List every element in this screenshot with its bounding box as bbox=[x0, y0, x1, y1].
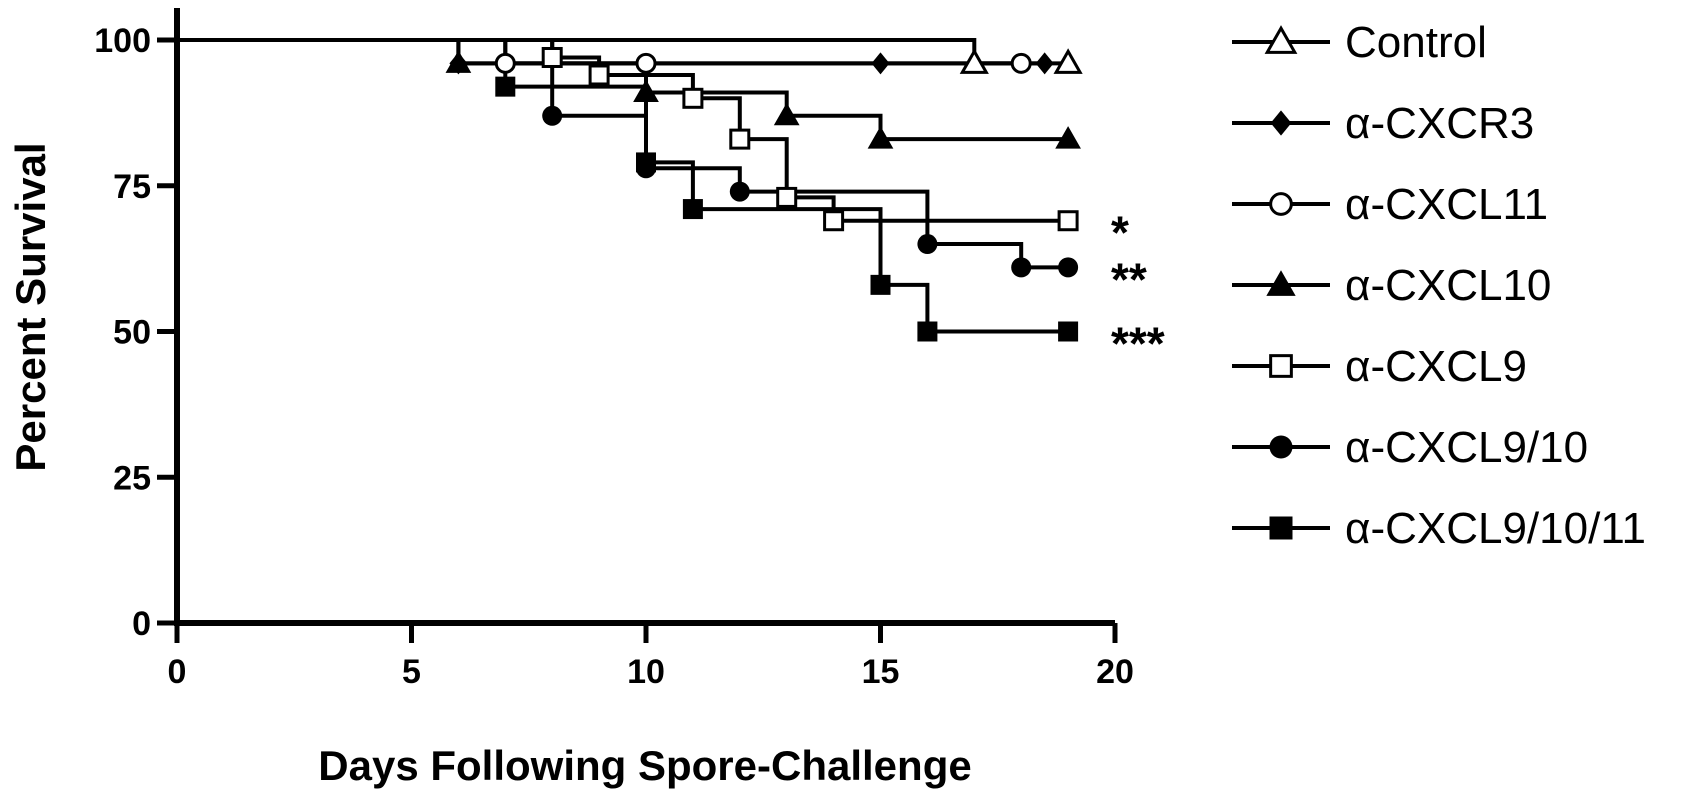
point-cxcl9-10 bbox=[1058, 257, 1079, 278]
point-cxcl9-10-11 bbox=[917, 321, 938, 342]
point-cxcr3 bbox=[871, 52, 890, 75]
point-cxcr3 bbox=[1035, 52, 1054, 75]
point-cxcl10 bbox=[445, 50, 472, 73]
significance-marker: * bbox=[1111, 207, 1129, 259]
y-tick-label: 100 bbox=[94, 22, 151, 60]
point-cxcl9 bbox=[729, 128, 751, 150]
x-tick-label: 15 bbox=[862, 653, 900, 691]
legend-label: α-CXCL9/10/11 bbox=[1345, 504, 1646, 553]
y-tick-label: 25 bbox=[113, 459, 151, 497]
legend-item-cxcr3: α-CXCR3 bbox=[1232, 99, 1534, 148]
legend-item-cxcl11: α-CXCL11 bbox=[1232, 180, 1548, 229]
legend-item-control: Control bbox=[1232, 18, 1487, 67]
y-tick-label: 50 bbox=[113, 314, 151, 352]
legend-item-cxcl9: α-CXCL9 bbox=[1232, 342, 1527, 391]
point-cxcl9-10 bbox=[542, 105, 563, 126]
series-layer bbox=[177, 38, 1069, 334]
point-cxcl9-10 bbox=[917, 234, 938, 255]
point-cxcl9 bbox=[541, 46, 563, 68]
x-tick-label: 0 bbox=[168, 653, 187, 691]
point-cxcl9 bbox=[823, 210, 845, 232]
significance-marker: *** bbox=[1111, 318, 1165, 370]
legend-marker bbox=[1269, 354, 1293, 378]
point-cxcl10 bbox=[633, 79, 659, 102]
point-cxcl11 bbox=[635, 52, 657, 74]
axes: 0 25 50 75 100 0 5 10 15 20 bbox=[94, 8, 1134, 691]
series-line-cxcl9 bbox=[177, 38, 1069, 223]
x-tick-label: 10 bbox=[627, 653, 665, 691]
series-line-cxcl9-10-11 bbox=[177, 38, 1069, 334]
legend-marker bbox=[1269, 192, 1293, 216]
point-cxcl9-10 bbox=[1011, 257, 1032, 278]
point-cxcl11 bbox=[494, 52, 516, 74]
point-control bbox=[1053, 48, 1083, 74]
point-cxcl9 bbox=[776, 186, 798, 208]
point-cxcl10 bbox=[773, 102, 800, 126]
legend-label: α-CXCL10 bbox=[1345, 261, 1551, 310]
legend-label: α-CXCL9/10 bbox=[1345, 423, 1588, 472]
legend-marker bbox=[1269, 435, 1293, 459]
series-line-cxcl9-10 bbox=[177, 38, 1069, 270]
point-cxcl9-10-11 bbox=[682, 199, 703, 220]
x-tick-label: 20 bbox=[1096, 653, 1134, 691]
point-cxcl10 bbox=[1055, 126, 1081, 149]
x-axis-title: Days Following Spore-Challenge bbox=[318, 742, 971, 789]
legend-marker bbox=[1269, 516, 1293, 540]
series-line-cxcl10 bbox=[177, 38, 1069, 142]
legend-label: α-CXCL9 bbox=[1345, 342, 1527, 391]
point-cxcl10 bbox=[867, 126, 894, 149]
legend-item-cxcl9-10: α-CXCL9/10 bbox=[1232, 423, 1588, 472]
legend-item-cxcl10: α-CXCL10 bbox=[1232, 261, 1551, 310]
legend-item-cxcl9-10-11: α-CXCL9/10/11 bbox=[1232, 504, 1646, 553]
point-cxcl9 bbox=[682, 87, 704, 109]
point-cxcl9-10-11 bbox=[870, 274, 891, 295]
legend-marker bbox=[1270, 110, 1292, 136]
y-axis-title: Percent Survival bbox=[7, 142, 54, 471]
x-tick-label: 5 bbox=[402, 653, 421, 691]
legend-label: α-CXCL11 bbox=[1345, 180, 1548, 229]
series-line-cxcr3 bbox=[177, 38, 1045, 66]
markers-layer bbox=[445, 46, 1083, 342]
point-cxcl9-10-11 bbox=[636, 152, 656, 173]
series-line-control bbox=[177, 38, 1069, 66]
point-cxcl9-10-11 bbox=[1058, 321, 1079, 342]
legend-label: Control bbox=[1345, 18, 1487, 67]
point-cxcl9 bbox=[588, 64, 610, 86]
point-cxcl9 bbox=[1057, 210, 1079, 232]
legend-marker bbox=[1266, 270, 1296, 296]
y-tick-label: 0 bbox=[132, 605, 151, 643]
y-tick-label: 75 bbox=[113, 168, 151, 206]
legend-label: α-CXCR3 bbox=[1345, 99, 1534, 148]
point-cxcl9-10 bbox=[729, 181, 750, 202]
point-cxcl11 bbox=[1010, 52, 1032, 74]
point-cxcl9-10-11 bbox=[495, 76, 516, 97]
annotations-layer: ****** bbox=[1111, 207, 1165, 370]
point-control bbox=[959, 48, 989, 74]
legend-marker bbox=[1264, 25, 1298, 54]
significance-marker: ** bbox=[1111, 253, 1147, 305]
legend: Control α-CXCR3 α-CXCL11 α-CXCL10 α-CXCL9 α-C… bbox=[1232, 18, 1646, 553]
